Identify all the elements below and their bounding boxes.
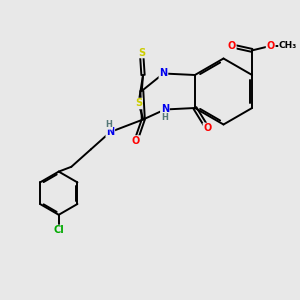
Text: S: S: [135, 98, 142, 109]
Text: O: O: [203, 123, 211, 134]
Text: O: O: [267, 41, 275, 51]
Text: CH₃: CH₃: [279, 41, 297, 50]
Text: O: O: [228, 41, 236, 51]
Text: Cl: Cl: [53, 225, 64, 236]
Text: H: H: [161, 113, 168, 122]
Text: N: N: [161, 104, 169, 115]
Text: N: N: [159, 68, 167, 79]
Text: O: O: [132, 136, 140, 146]
Text: H: H: [105, 120, 112, 129]
Text: N: N: [106, 127, 114, 137]
Text: S: S: [138, 47, 145, 58]
